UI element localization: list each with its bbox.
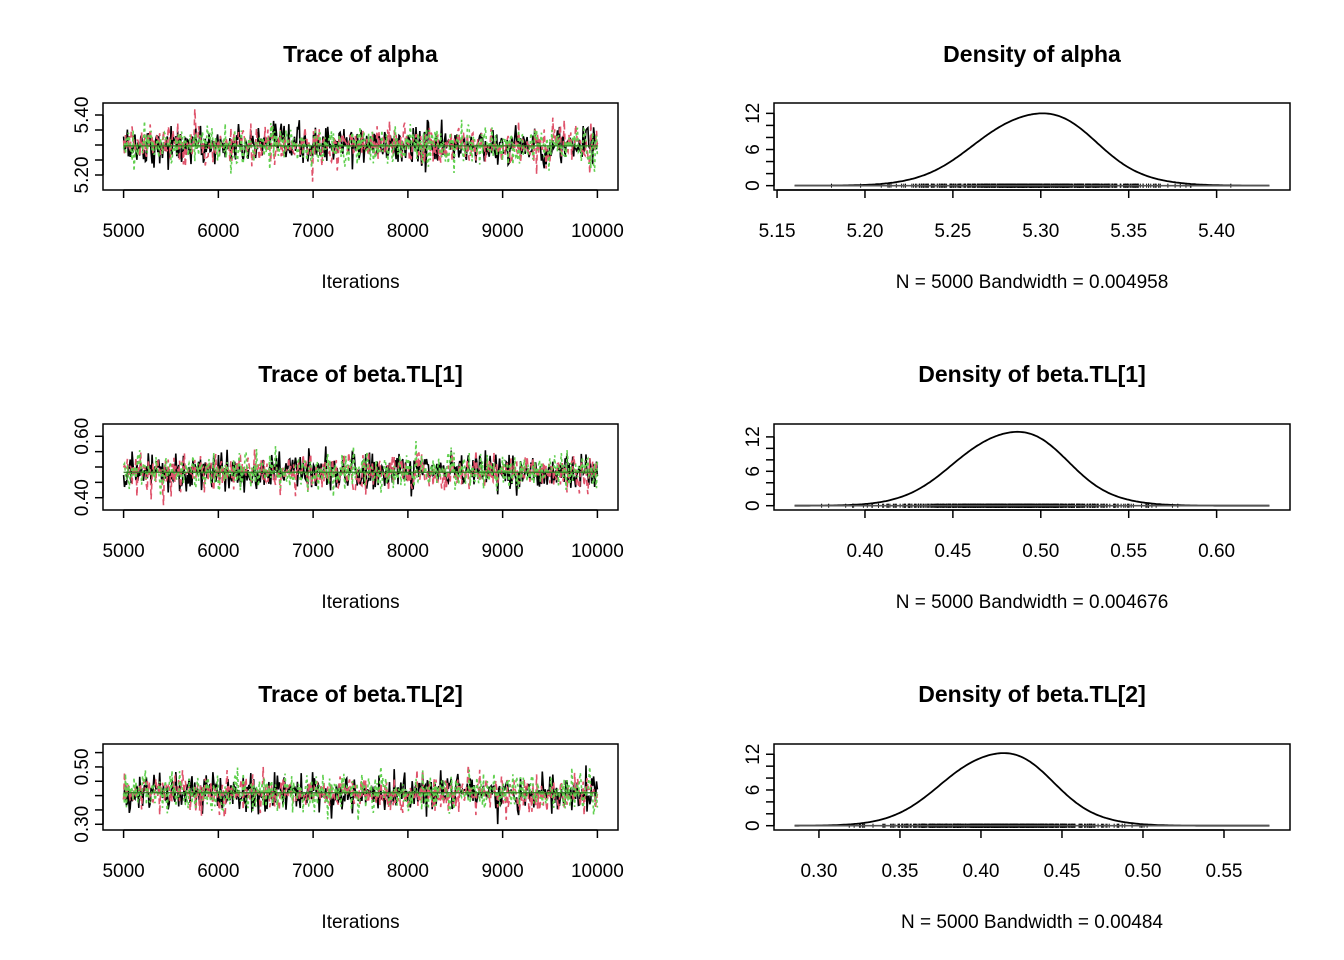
trace-title: Trace of alpha [283,41,438,67]
y-tick-label: 0.40 [72,479,93,516]
trace-chain-3 [122,119,599,174]
x-tick-label: 0.55 [1206,861,1243,882]
y-tick-label: 0.30 [72,806,93,843]
x-tick-label: 0.45 [1043,861,1080,882]
y-tick-label: 0 [743,820,764,831]
x-tick-label: 6000 [197,541,239,562]
x-axis-label: N = 5000 Bandwidth = 0.004676 [896,592,1169,613]
density-frame [773,423,1291,511]
x-tick-label: 5.40 [1198,221,1235,242]
x-tick-label: 6000 [197,221,239,242]
y-tick-label: 6 [743,785,764,796]
trace-panel-4: Trace of beta.TL[2] 5000 6000 7000 8000 9000 1… [72,681,624,933]
trace-title: Trace of beta.TL[1] [258,361,462,387]
trace-chains [122,440,599,506]
trace-panel-2: Trace of beta.TL[1] 5000 6000 7000 8000 9000 1… [72,361,624,613]
x-tick-label: 10000 [571,861,624,882]
density-panel-1: Density of alpha 5.15 5.20 5.25 5.30 5.35 5.40… [743,41,1291,293]
density-curve [794,112,1270,187]
x-axis-label: Iterations [321,592,399,613]
x-axis-label: N = 5000 Bandwidth = 0.004958 [896,272,1169,293]
x-tick-label: 0.30 [800,861,837,882]
density-title: Density of alpha [943,41,1121,67]
x-tick-label: 6000 [197,861,239,882]
x-tick-label: 10000 [571,541,624,562]
y-tick-label: 0.50 [72,748,93,785]
density-panel-5: Density of beta.TL[2] 0.30 0.35 0.40 0.45 0.5… [743,681,1291,933]
x-tick-label: 7000 [292,541,334,562]
y-tick-label: 0.60 [72,418,93,455]
y-tick-label: 12 [743,426,764,447]
x-tick-label: 5000 [102,541,144,562]
x-tick-label: 5.30 [1022,221,1059,242]
x-tick-label: 0.35 [881,861,918,882]
trace-chains [122,764,599,825]
x-tick-label: 9000 [481,221,523,242]
x-tick-label: 5.25 [934,221,971,242]
y-tick-label: 12 [743,744,764,765]
y-tick-label: 5.20 [72,157,93,194]
x-tick-label: 0.40 [962,861,999,882]
x-tick-label: 0.50 [1124,861,1161,882]
y-tick-label: 5.40 [72,97,93,134]
x-tick-label: 10000 [571,221,624,242]
x-tick-label: 0.50 [1022,541,1059,562]
density-curve [794,752,1270,827]
x-tick-label: 0.45 [934,541,971,562]
x-tick-label: 5.20 [846,221,883,242]
y-tick-label: 6 [743,144,764,155]
x-tick-label: 0.55 [1110,541,1147,562]
x-axis-label: Iterations [321,272,399,293]
y-tick-label: 6 [743,466,764,477]
density-title: Density of beta.TL[2] [918,681,1145,707]
density-frame [773,102,1291,191]
y-tick-label: 0 [743,180,764,191]
x-tick-label: 5000 [102,861,144,882]
x-tick-label: 8000 [387,541,429,562]
density-panel-3: Density of beta.TL[1] 0.40 0.45 0.50 0.55 0.6… [743,361,1291,613]
x-tick-label: 7000 [292,861,334,882]
x-tick-label: 9000 [481,541,523,562]
y-tick-label: 0 [743,500,764,511]
x-axis-label: Iterations [321,912,399,933]
trace-chains [122,108,599,182]
density-title: Density of beta.TL[1] [918,361,1145,387]
trace-chain-2 [122,108,599,182]
x-tick-label: 9000 [481,861,523,882]
x-tick-label: 5000 [102,221,144,242]
x-tick-label: 8000 [387,861,429,882]
y-tick-label: 12 [743,103,764,124]
x-tick-label: 7000 [292,221,334,242]
trace-panel-0: Trace of alpha 5000 6000 7000 8000 9000 10000 5… [72,41,624,293]
x-tick-label: 0.40 [846,541,883,562]
x-tick-label: 0.60 [1198,541,1235,562]
trace-title: Trace of beta.TL[2] [258,681,462,707]
x-axis-label: N = 5000 Bandwidth = 0.00484 [901,912,1163,933]
density-curve [794,430,1270,507]
trace-chain-1 [122,765,599,825]
x-tick-label: 5.35 [1110,221,1147,242]
x-tick-label: 5.15 [759,221,796,242]
x-tick-label: 8000 [387,221,429,242]
density-frame [773,743,1291,831]
